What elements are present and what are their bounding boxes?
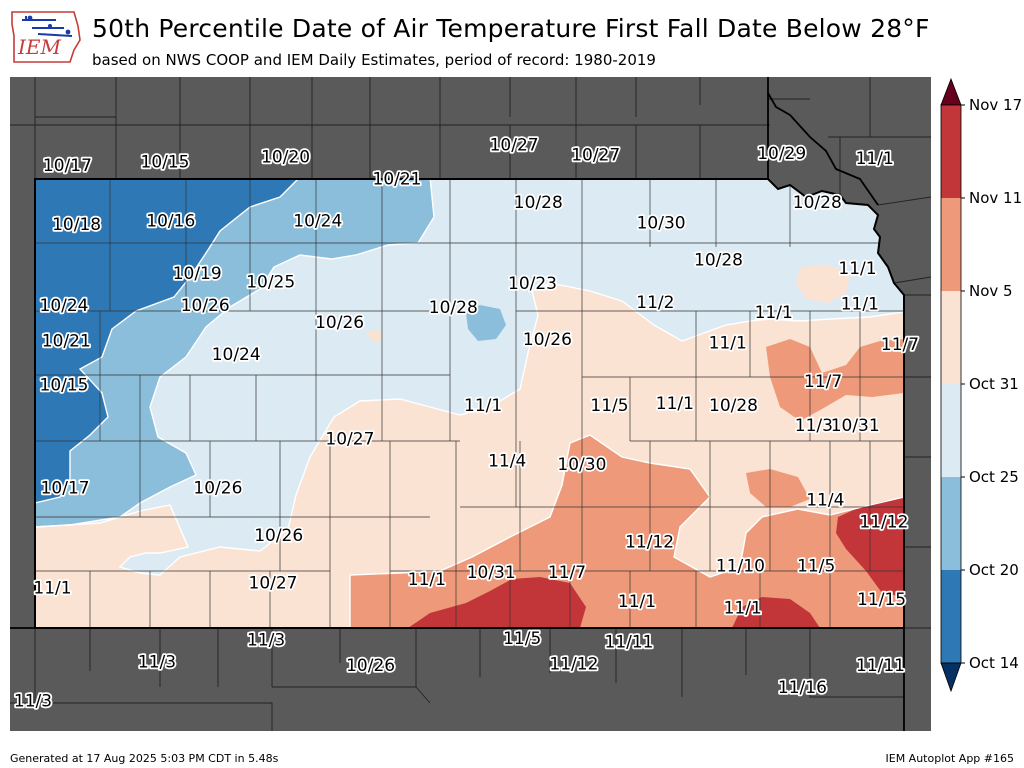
iem-logo: IEM xyxy=(8,6,84,66)
colorbar-label-oct25: Oct 25 xyxy=(969,468,1019,486)
value-label: 11/7 xyxy=(881,335,919,355)
value-label: 10/26 xyxy=(254,526,303,546)
value-label: 10/15 xyxy=(141,153,190,173)
value-label: 11/1 xyxy=(709,333,747,353)
value-label: 10/27 xyxy=(571,146,620,166)
county-lines xyxy=(35,179,904,628)
value-label: 11/7 xyxy=(548,563,586,583)
logo-text: IEM xyxy=(17,35,62,59)
value-label: 10/29 xyxy=(757,144,806,164)
value-label: 11/1 xyxy=(656,394,694,414)
colorbar-band-4 xyxy=(941,291,961,384)
value-label: 11/3 xyxy=(14,692,52,712)
value-label: 10/28 xyxy=(793,193,842,213)
value-label: 10/15 xyxy=(40,376,89,396)
value-label: 10/26 xyxy=(346,656,395,676)
value-label: 11/3 xyxy=(795,416,833,436)
value-label: 11/3 xyxy=(138,653,176,673)
value-label: 10/28 xyxy=(709,396,758,416)
value-label: 10/31 xyxy=(831,416,880,436)
footer-app: IEM Autoplot App #165 xyxy=(885,752,1015,765)
value-label: 11/5 xyxy=(797,556,835,576)
value-label: 10/17 xyxy=(41,479,90,499)
colorbar-band-5 xyxy=(941,198,961,291)
chart-title: 50th Percentile Date of Air Temperature … xyxy=(92,14,930,43)
kansas-map: 10/17 10/15 10/20 10/21 10/27 10/27 10/29 11/1 1… xyxy=(10,77,932,731)
value-label: 11/12 xyxy=(549,654,598,674)
value-label: 11/11 xyxy=(856,656,905,676)
colorbar-band-1 xyxy=(941,570,961,663)
value-label: 11/4 xyxy=(806,491,844,511)
value-label: 11/10 xyxy=(716,556,765,576)
colorbar-above xyxy=(940,77,962,106)
value-label: 10/30 xyxy=(637,213,686,233)
value-label: 11/1 xyxy=(464,396,502,416)
colorbar-label-oct31: Oct 31 xyxy=(969,375,1019,393)
value-label: 10/27 xyxy=(325,430,374,450)
value-label: 10/26 xyxy=(193,479,242,499)
value-label: 11/1 xyxy=(838,259,876,279)
value-label: 11/1 xyxy=(618,592,656,612)
value-label: 10/24 xyxy=(40,296,89,316)
neighbor-county-lines xyxy=(10,77,932,731)
value-label: 10/28 xyxy=(514,193,563,213)
value-label: 10/24 xyxy=(293,212,342,232)
colorbar-label-oct14: Oct 14 xyxy=(969,654,1019,672)
value-label: 11/12 xyxy=(859,512,908,532)
value-label: 10/19 xyxy=(173,264,222,284)
value-label: 10/26 xyxy=(181,296,230,316)
value-label: 11/1 xyxy=(724,599,762,619)
value-label: 11/7 xyxy=(804,372,842,392)
value-label: 10/28 xyxy=(694,251,743,271)
value-label: 10/16 xyxy=(146,212,195,232)
value-label: 10/24 xyxy=(212,345,261,365)
value-label: 11/5 xyxy=(503,629,541,649)
colorbar: Nov 17 Nov 11 Nov 5 Oct 31 Oct 25 Oct 20… xyxy=(939,77,1024,693)
colorbar-band-6 xyxy=(941,105,961,198)
colorbar-below xyxy=(940,662,962,693)
value-label: 10/20 xyxy=(261,147,310,167)
value-label: 11/16 xyxy=(778,678,827,698)
value-label: 10/28 xyxy=(429,298,478,318)
colorbar-band-2 xyxy=(941,477,961,570)
value-label: 10/18 xyxy=(52,215,101,235)
kansas-outline xyxy=(34,178,905,629)
value-label: 10/27 xyxy=(249,573,298,593)
value-label: 11/11 xyxy=(605,632,654,652)
value-label: 10/17 xyxy=(43,156,92,176)
value-label: 11/15 xyxy=(857,590,906,610)
value-label: 10/25 xyxy=(246,273,295,293)
value-label: 11/1 xyxy=(856,149,894,169)
value-label: 11/12 xyxy=(625,533,674,553)
value-label: 11/1 xyxy=(33,578,71,598)
value-label: 10/31 xyxy=(467,563,516,583)
chart-subtitle: based on NWS COOP and IEM Daily Estimate… xyxy=(92,51,656,69)
footer-generated: Generated at 17 Aug 2025 5:03 PM CDT in … xyxy=(10,752,279,765)
value-label: 10/27 xyxy=(490,136,539,156)
value-label: 11/4 xyxy=(488,452,526,472)
value-label: 10/26 xyxy=(523,330,572,350)
colorbar-band-3 xyxy=(941,384,961,477)
value-label: 11/1 xyxy=(841,294,879,314)
colorbar-label-nov5: Nov 5 xyxy=(969,282,1013,300)
value-label: 10/30 xyxy=(557,455,606,475)
value-label: 11/3 xyxy=(247,631,285,651)
value-label: 10/21 xyxy=(42,332,91,352)
value-label: 11/1 xyxy=(408,570,446,590)
value-label: 11/2 xyxy=(636,293,674,313)
colorbar-label-nov11: Nov 11 xyxy=(969,189,1022,207)
contour-fill xyxy=(35,179,904,628)
value-label: 10/21 xyxy=(373,169,422,189)
value-label: 11/1 xyxy=(755,303,793,323)
colorbar-label-oct20: Oct 20 xyxy=(969,561,1019,579)
value-label: 10/26 xyxy=(315,313,364,333)
value-label: 10/23 xyxy=(508,274,557,294)
colorbar-label-nov17: Nov 17 xyxy=(969,96,1022,114)
value-label: 11/5 xyxy=(590,396,628,416)
